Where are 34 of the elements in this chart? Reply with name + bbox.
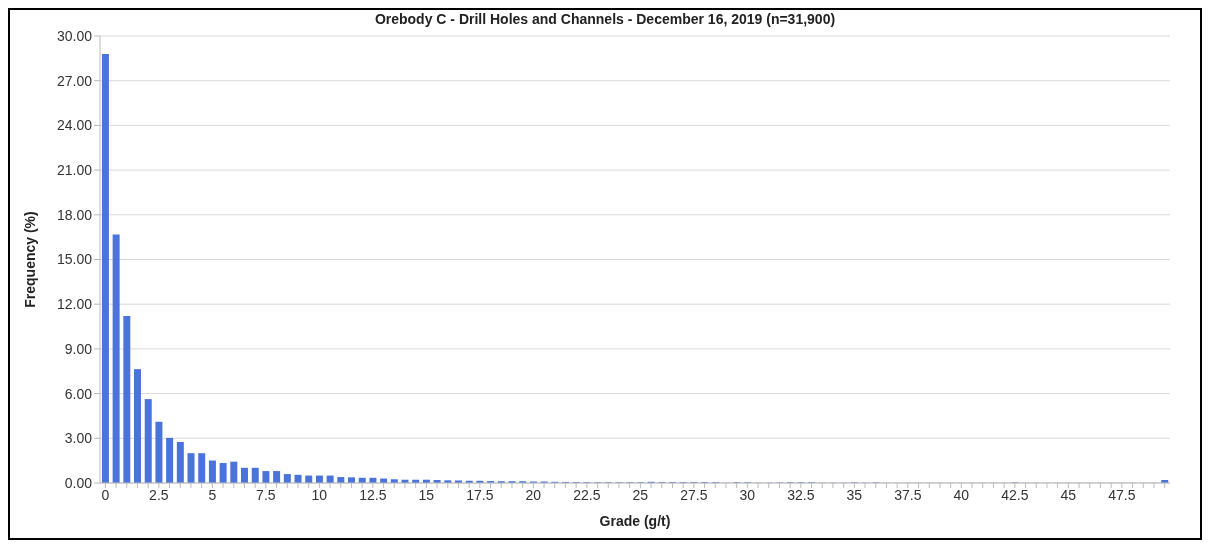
- x-tick-label: 22.5: [573, 486, 601, 503]
- x-tick-label: 25: [632, 486, 649, 503]
- x-tick-label: 40: [953, 486, 970, 503]
- x-tick-label: 2.5: [149, 486, 169, 503]
- y-tick-label: 3.00: [64, 430, 93, 447]
- x-tick-label: 45: [1060, 486, 1077, 503]
- x-tick-label: 32.5: [787, 486, 815, 503]
- x-tick-label: 35: [846, 486, 863, 503]
- x-tick-label: 17.5: [466, 486, 494, 503]
- y-tick-label: 12.00: [56, 296, 93, 313]
- y-tick-label: 18.00: [56, 206, 93, 223]
- x-tick-label: 47.5: [1108, 486, 1136, 503]
- y-tick-label: 24.00: [56, 117, 93, 134]
- y-tick-label: 9.00: [64, 340, 93, 357]
- x-tick-label: 15: [418, 486, 435, 503]
- x-tick-label: 7.5: [256, 486, 276, 503]
- y-axis-title: Frequency (%): [21, 211, 38, 308]
- x-tick-label: 20: [525, 486, 542, 503]
- x-tick-label: 27.5: [680, 486, 708, 503]
- y-tick-label: 21.00: [56, 162, 93, 179]
- x-tick-label: 10: [311, 486, 328, 503]
- y-tick-label: 30.00: [56, 27, 93, 44]
- x-tick-label: 0: [101, 486, 110, 503]
- x-axis-title: Grade (g/t): [599, 513, 671, 529]
- y-tick-label: 6.00: [64, 385, 93, 402]
- chart-title: Orebody C - Drill Holes and Channels - December 16, 2019 (n=31,900): [373, 10, 837, 28]
- y-tick-label: 0.00: [64, 474, 93, 491]
- x-tick-label: 42.5: [1001, 486, 1029, 503]
- y-tick-label: 27.00: [56, 72, 93, 89]
- y-tick-label: 15.00: [56, 251, 93, 268]
- x-tick-label: 37.5: [894, 486, 922, 503]
- x-tick-label: 5: [208, 486, 217, 503]
- x-tick-label: 30: [739, 486, 756, 503]
- x-tick-label: 12.5: [359, 486, 387, 503]
